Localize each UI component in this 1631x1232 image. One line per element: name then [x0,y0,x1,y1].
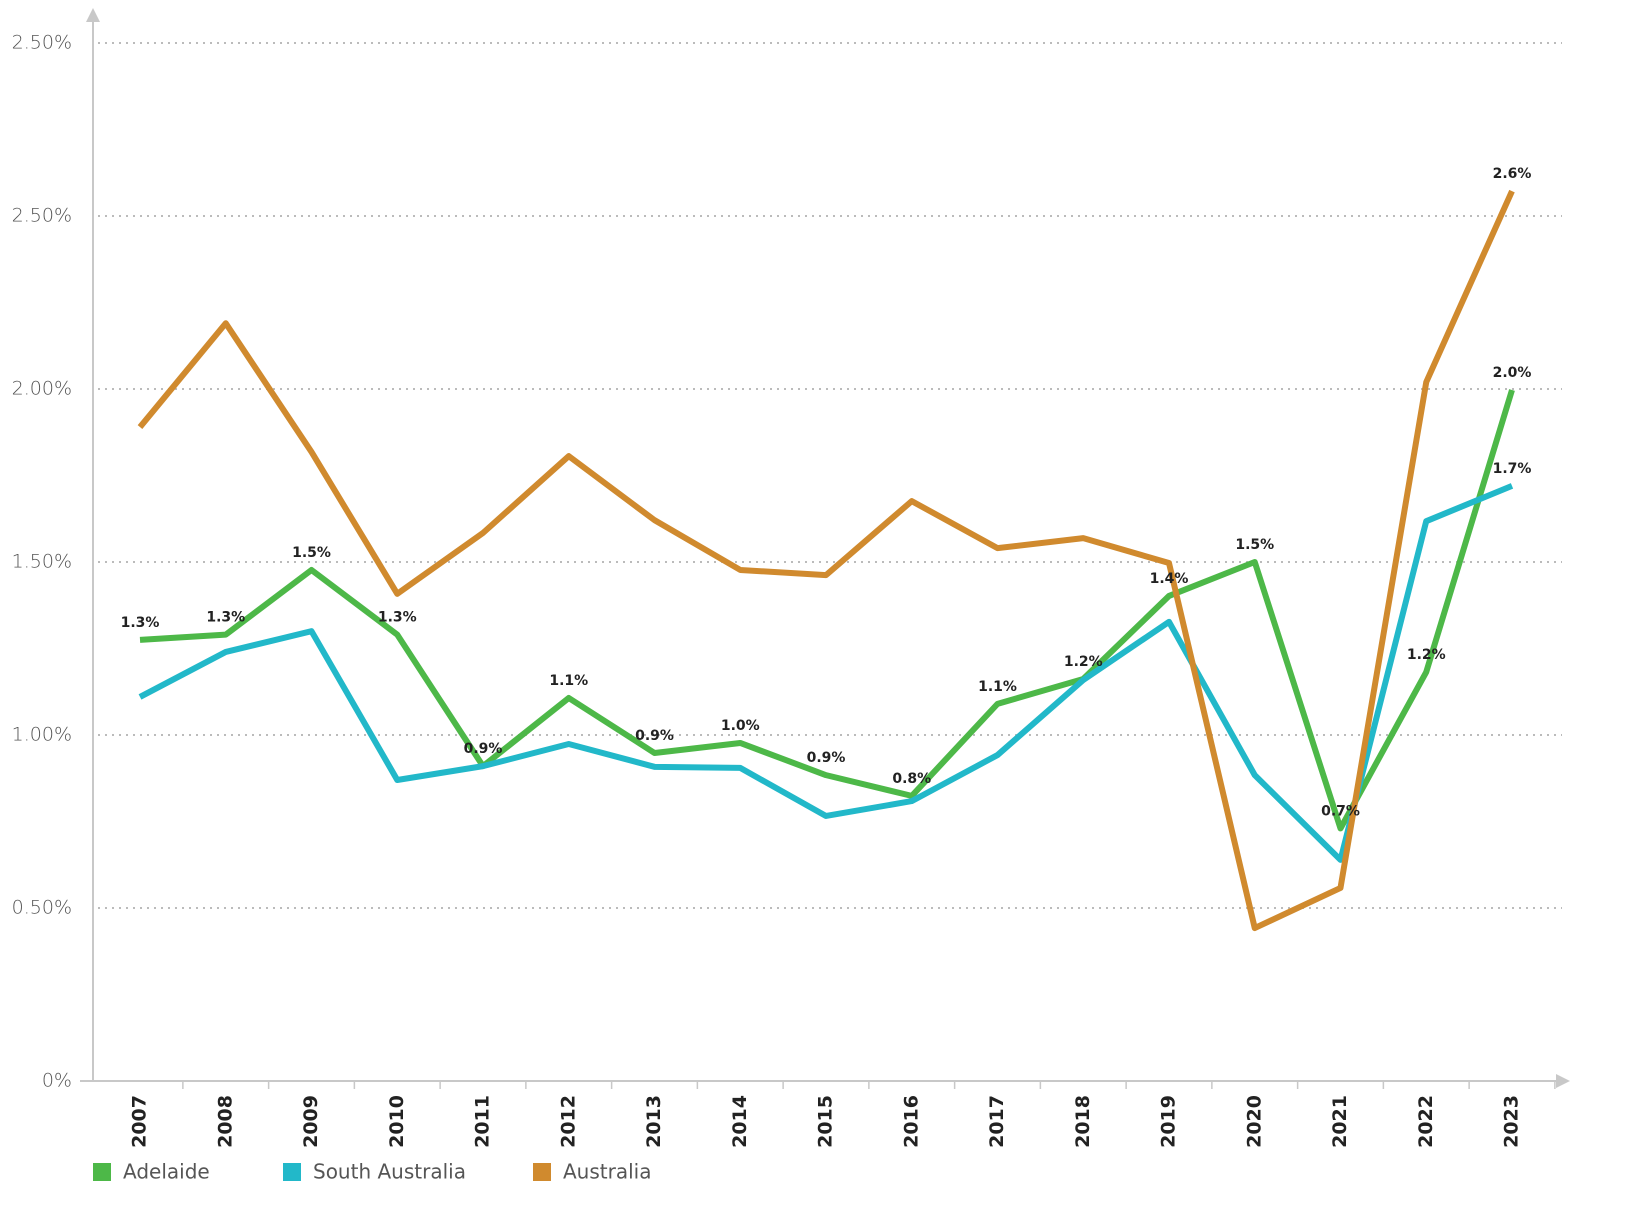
data-label: 1.2% [1064,654,1103,670]
data-label: 1.1% [549,673,588,689]
data-label: 2.0% [1493,365,1532,381]
x-tick-label: 2009 [300,1095,322,1148]
series-line [137,189,1515,932]
y-tick-label: 2.50% [12,32,72,54]
data-label: 1.2% [1407,647,1446,663]
data-label: 0.9% [464,741,503,757]
data-label: 1.7% [1493,461,1532,477]
data-label: 0.9% [807,750,846,766]
legend-label: South Australia [313,1160,466,1184]
x-axis-arrow [1556,1074,1570,1088]
y-tick-label: 2.00% [12,378,72,400]
x-tick-label: 2018 [1072,1095,1094,1148]
series-line [138,483,1514,863]
x-tick-label: 2013 [643,1095,665,1148]
data-label: 1.3% [378,610,417,626]
legend-swatch [93,1163,111,1181]
data-label: 1.3% [121,615,160,631]
data-label: 1.0% [721,718,760,734]
data-label: 0.8% [892,771,931,787]
y-tick-label: 0.50% [12,897,72,919]
x-tick-label: 2021 [1329,1095,1351,1148]
data-label: 0.7% [1321,803,1360,819]
data-label: 2.6% [1493,166,1532,182]
x-tick-label: 2007 [129,1095,151,1148]
data-label: 1.5% [292,545,331,561]
y-axis-arrow [86,8,100,22]
data-label: 1.4% [1150,571,1189,587]
x-tick-label: 2022 [1415,1095,1437,1148]
x-tick-label: 2014 [729,1095,751,1148]
data-label: 1.3% [206,610,245,626]
y-tick-label: 0% [42,1070,72,1092]
x-tick-label: 2012 [557,1095,579,1148]
data-label: 0.9% [635,728,674,744]
x-tick-label: 2015 [815,1095,837,1148]
series-line [139,389,1515,832]
data-label: 1.1% [978,679,1017,695]
legend-swatch [533,1163,551,1181]
x-tick-label: 2023 [1501,1095,1523,1148]
x-tick-label: 2010 [386,1095,408,1148]
x-tick-label: 2016 [900,1095,922,1148]
legend-label: Adelaide [123,1160,210,1184]
x-tick-label: 2017 [986,1095,1008,1148]
legend-label: Australia [563,1160,651,1184]
y-tick-label: 1.50% [12,551,72,573]
x-tick-label: 2020 [1243,1095,1265,1148]
x-tick-label: 2008 [214,1095,236,1148]
y-tick-label: 1.00% [12,724,72,746]
data-label: 1.5% [1235,537,1274,553]
x-tick-label: 2019 [1158,1095,1180,1148]
grid [98,42,1562,909]
legend-swatch [283,1163,301,1181]
y-tick-label: 2.50% [12,205,72,227]
x-tick-label: 2011 [472,1095,494,1148]
